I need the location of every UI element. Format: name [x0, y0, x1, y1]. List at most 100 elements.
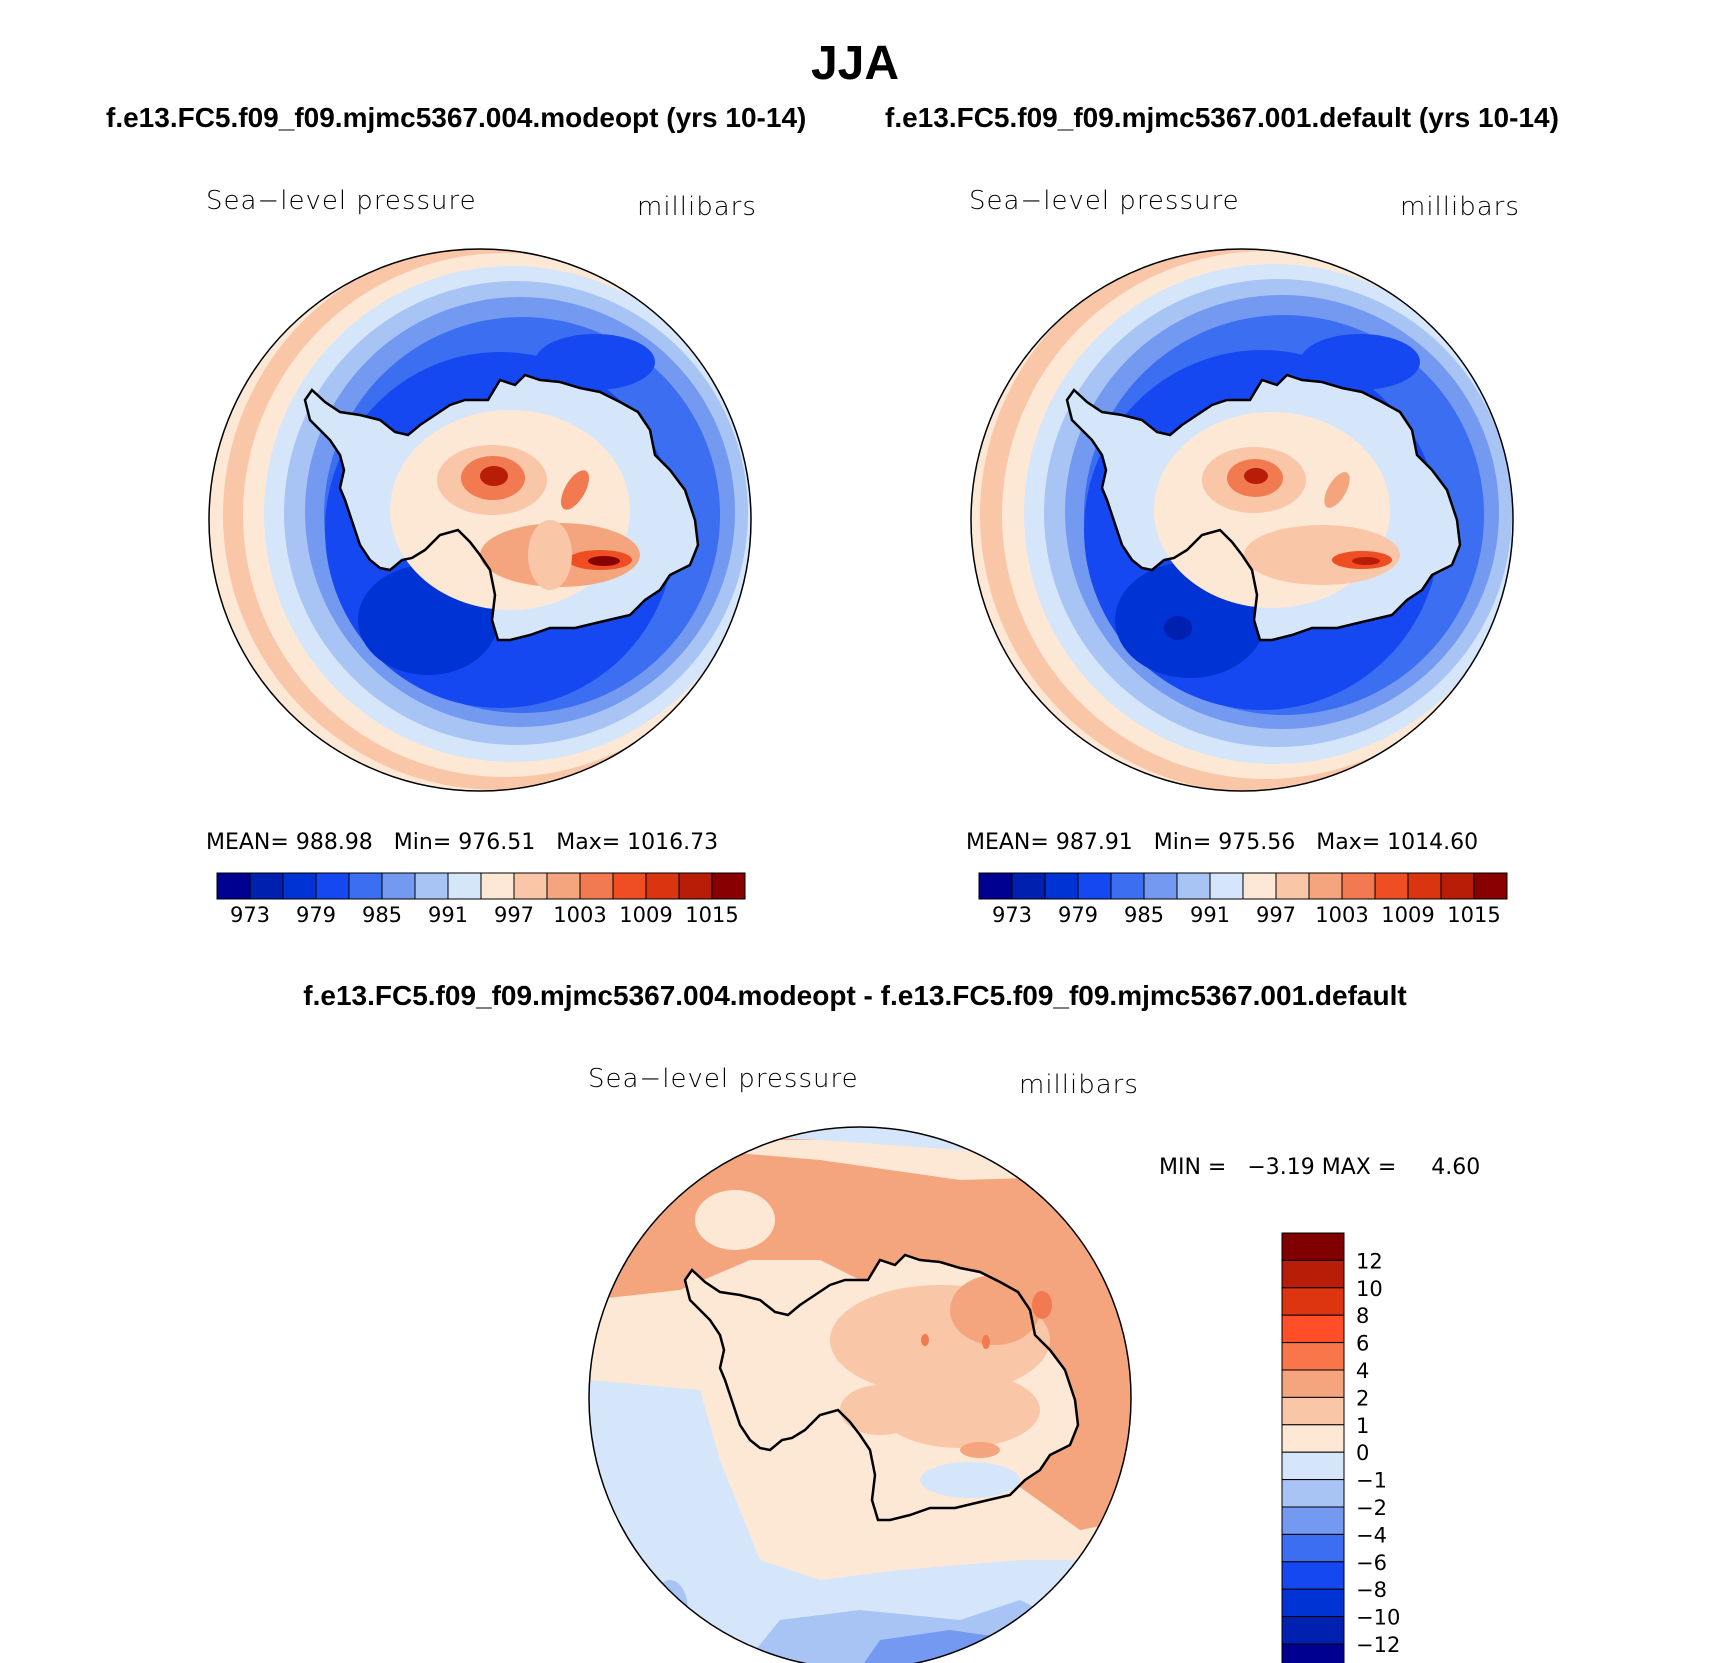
panel3-colorbar-box: [1281, 1506, 1345, 1535]
panel1-colorbar-tick-label: 1015: [685, 903, 738, 927]
panel3-colorbar-box: [1281, 1314, 1345, 1344]
panel2-max: 1014.60: [1387, 830, 1479, 855]
panel1-colorbar-tick-label: 1009: [619, 903, 672, 927]
panel2-colorbar-box: [1077, 872, 1112, 900]
figure-title: JJA: [810, 37, 900, 90]
panel3-colorbar-tick-label: 0: [1356, 1441, 1369, 1465]
panel1-colorbar-tick-label: 991: [428, 903, 468, 927]
panel3-colorbar-box: [1281, 1396, 1345, 1426]
panel3-max: 4.60: [1431, 1155, 1481, 1180]
panel1-colorbar-box: [348, 872, 383, 900]
panel1-colorbar-box: [216, 872, 251, 900]
panel1-colorbar-box: [546, 872, 581, 900]
panel2-units: millibars: [1400, 192, 1520, 222]
panel2-mean: 987.91: [1055, 830, 1133, 855]
panel2-colorbar-tick-label: 997: [1256, 903, 1296, 927]
panel2-colorbar: 973 979 985 991 997 1003 1009 1015: [978, 872, 1508, 927]
panel3-map: [588, 1126, 1132, 1663]
panel3-colorbar-box: [1281, 1451, 1345, 1481]
panel2-variable: Sea−level pressure: [969, 186, 1240, 216]
panel1-colorbar-tick-label: 997: [494, 903, 534, 927]
panel1-colorbar-tick-label: 1003: [553, 903, 606, 927]
panel3-min-label: MIN =: [1159, 1155, 1227, 1180]
panel3-colorbar-box: [1281, 1561, 1345, 1590]
panel3-colorbar-box: [1281, 1342, 1345, 1371]
panel2-low-core: [1164, 616, 1192, 640]
panel2-colorbar-box: [1407, 872, 1442, 900]
panel1-colorbar-box: [282, 872, 317, 900]
panel3-map-border: [588, 1126, 1132, 1663]
panel2-trough: [1300, 334, 1420, 390]
panel1-colorbar-box: [513, 872, 548, 900]
panel2-colorbar-box: [978, 872, 1013, 900]
panel1-colorbar-box: [480, 872, 515, 900]
panel1-trough: [535, 334, 655, 390]
panel3-colorbar-box: [1281, 1369, 1345, 1398]
panel2-colorbar-box: [1176, 872, 1211, 900]
panel1-colorbar-box: [711, 872, 746, 900]
panel3-colorbar-box: [1281, 1424, 1345, 1453]
panel3-weak-patch: [695, 1190, 775, 1250]
panel3-negative-0to1: [589, 1380, 1131, 1663]
panel2-colorbar-box: [1341, 872, 1376, 900]
panel3-neg-patch: [652, 1580, 688, 1640]
panel3-max-label: MAX =: [1321, 1155, 1397, 1180]
panel1-colorbar-tick-label: 979: [296, 903, 336, 927]
panel1-colorbar-tick-label: 973: [230, 903, 270, 927]
panel3-colorbar-tick-label: 4: [1356, 1359, 1369, 1383]
panel3-colorbar-tick-label: 6: [1356, 1332, 1369, 1356]
panel2-colorbar-tick-label: 991: [1190, 903, 1230, 927]
panel1-colorbar-box: [447, 872, 482, 900]
panel3-pos-spot: [1032, 1291, 1052, 1319]
panel3-colorbar-box: [1281, 1616, 1345, 1645]
panel3-colorbar-tick-label: −12: [1356, 1633, 1400, 1657]
panel3-colorbar-box: [1281, 1287, 1345, 1316]
panel1-colorbar: 973 979 985 991 997 1003 1009 1015: [216, 872, 746, 927]
panel1-mean-label: MEAN=: [206, 830, 289, 855]
panel1-map: [208, 248, 752, 792]
panel3-colorbar-tick-label: −8: [1356, 1578, 1387, 1602]
panel2-colorbar-box: [1143, 872, 1178, 900]
panel1-mean: 988.98: [295, 830, 373, 855]
panel2-min: 975.56: [1218, 830, 1296, 855]
panel1-colorbar-box: [678, 872, 713, 900]
panel2-mean-label: MEAN=: [966, 830, 1049, 855]
panel2-map: [970, 248, 1514, 792]
panel2-colorbar-box: [1110, 872, 1145, 900]
panel2-colorbar-box: [1440, 872, 1475, 900]
panel1-colorbar-box: [381, 872, 416, 900]
panel2-colorbar-tick-label: 979: [1058, 903, 1098, 927]
panel1-map-border: [208, 248, 752, 792]
panel2-stats: MEAN= 987.91 Min= 975.56 Max= 1014.60: [966, 830, 1478, 855]
panel3-colorbar-tick-label: 12: [1356, 1249, 1383, 1273]
panel1-colorbar-box: [612, 872, 647, 900]
panel2-colorbar-box: [1308, 872, 1343, 900]
panel3-colorbar-tick-label: 1: [1356, 1414, 1369, 1438]
panel3-colorbar-tick-label: −2: [1356, 1496, 1387, 1520]
panel2-colorbar-tick-label: 1009: [1381, 903, 1434, 927]
panel3-colorbar-tick-label: 10: [1356, 1277, 1383, 1301]
diff-title: f.e13.FC5.f09_f09.mjmc5367.004.modeopt -…: [303, 980, 1407, 1011]
panel2-colorbar-box: [1242, 872, 1277, 900]
panel2-colorbar-box: [1473, 872, 1508, 900]
panel2-colorbar-box: [1044, 872, 1079, 900]
panel3-colorbar-tick-label: −4: [1356, 1523, 1387, 1547]
panel1-colorbar-box: [645, 872, 680, 900]
panel1-colorbar-box: [579, 872, 614, 900]
panel3-min: −3.19: [1247, 1155, 1315, 1180]
panel1-units: millibars: [637, 192, 757, 222]
panel3-colorbar-box: [1281, 1643, 1345, 1663]
panel2-colorbar-box: [1275, 872, 1310, 900]
panel3-stats: MIN = −3.19 MAX = 4.60: [1159, 1155, 1480, 1180]
panel2-colorbar-tick-label: 1003: [1315, 903, 1368, 927]
panel3-colorbar-tick-label: −1: [1356, 1469, 1387, 1493]
panel3-colorbar-box: [1281, 1232, 1345, 1261]
panel1-max: 1016.73: [627, 830, 719, 855]
panel2-colorbar-box: [1374, 872, 1409, 900]
panel1-colorbar-tick-label: 985: [362, 903, 402, 927]
panel3-variable: Sea−level pressure: [588, 1064, 859, 1094]
panel2-colorbar-tick-label: 1015: [1447, 903, 1500, 927]
panel2-min-label: Min=: [1153, 830, 1212, 855]
